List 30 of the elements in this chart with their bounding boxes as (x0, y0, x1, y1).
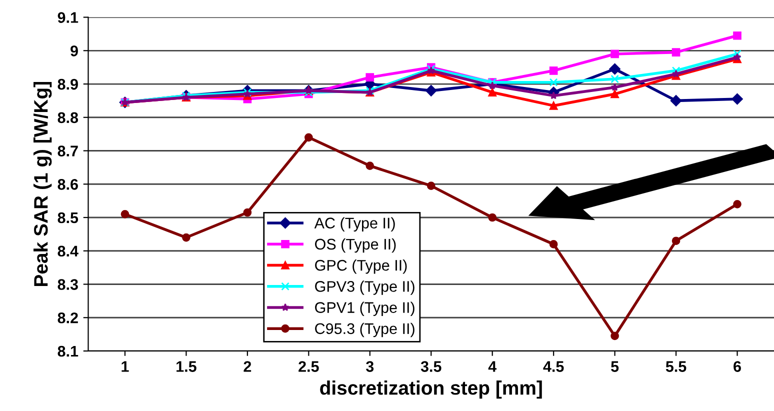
x-tick-label: 6 (734, 361, 741, 372)
y-tick-label: 8.6 (58, 178, 78, 190)
x-tick-label: 5.5 (666, 361, 686, 372)
y-tick-label: 8.5 (58, 212, 78, 224)
y-tick-label: 8.1 (58, 346, 78, 357)
y-tick-label: 8.8 (58, 112, 78, 124)
x-tick-label: 3 (366, 361, 374, 372)
x-tick-label: 2.5 (298, 361, 319, 372)
x-tick-label: 3.5 (420, 361, 442, 372)
y-axis-title: Peak SAR (1 g) [W/Kg] (34, 82, 52, 286)
legend-label: GPC (Type II) (315, 260, 407, 274)
x-tick-label: 5 (611, 361, 619, 372)
y-tick-label: 8.2 (58, 312, 78, 324)
legend-label: GPV3 (Type II) (315, 280, 414, 295)
x-tick-label: 1 (122, 361, 129, 372)
y-tick-label: 9.1 (58, 12, 78, 23)
x-tick-label: 1.5 (176, 361, 196, 372)
y-tick-label: 8.4 (58, 246, 78, 257)
legend-label: OS (Type II) (315, 238, 396, 253)
y-tick-label: 9 (70, 46, 78, 56)
legend-label: AC (Type II) (314, 217, 395, 232)
legend-label: C95.3 (Type II) (315, 322, 414, 338)
x-axis-title: discretization step [mm] (320, 380, 542, 399)
x-tick-label: 2 (244, 361, 252, 372)
y-tick-label: 8.3 (58, 279, 78, 290)
x-tick-label: 4.5 (543, 361, 564, 372)
legend-label: GPV1 (Type II) (315, 302, 414, 316)
x-tick-label: 4 (488, 361, 497, 372)
y-tick-label: 8.9 (58, 78, 78, 90)
y-tick-label: 8.7 (58, 146, 78, 156)
